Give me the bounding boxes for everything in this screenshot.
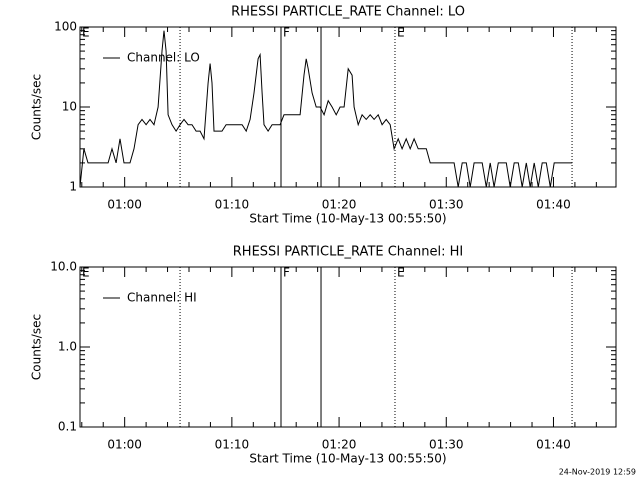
marker-label: E <box>397 26 405 40</box>
x-tick-label: 01:10 <box>215 198 250 212</box>
legend-label: Channel: LO <box>127 51 200 65</box>
x-tick-label: 01:40 <box>536 198 571 212</box>
y-tick-label: 1.0 <box>58 340 77 354</box>
x-tick-label: 01:20 <box>322 198 357 212</box>
x-axis-label: Start Time (10-May-13 00:55:50) <box>249 212 446 226</box>
marker-label: F <box>283 26 290 40</box>
y-tick-label: 0.1 <box>58 420 77 434</box>
x-tick-label: 01:00 <box>107 198 142 212</box>
y-tick-label: 10.0 <box>50 260 77 274</box>
marker-label: E <box>82 266 90 280</box>
chart-title: RHESSI PARTICLE_RATE Channel: HI <box>233 245 463 260</box>
y-tick-label: 100 <box>54 20 77 34</box>
y-tick-label: 10 <box>62 100 77 114</box>
x-tick-label: 01:10 <box>215 438 250 452</box>
x-tick-label: 01:40 <box>536 438 571 452</box>
marker-label: E <box>397 266 405 280</box>
x-tick-label: 01:30 <box>429 438 464 452</box>
x-tick-label: 01:20 <box>322 438 357 452</box>
y-tick-label: 1 <box>69 180 77 194</box>
timestamp: 24-Nov-2019 12:59 <box>559 468 636 477</box>
y-axis-label: Counts/sec <box>30 314 44 380</box>
chart-title: RHESSI PARTICLE_RATE Channel: LO <box>231 5 465 20</box>
legend-label: Channel: HI <box>127 291 197 305</box>
marker-label: E <box>82 26 90 40</box>
x-tick-label: 01:30 <box>429 198 464 212</box>
y-axis-label: Counts/sec <box>30 74 44 140</box>
marker-label: F <box>283 266 290 280</box>
x-tick-label: 01:00 <box>107 438 142 452</box>
data-line <box>79 30 573 188</box>
x-axis-label: Start Time (10-May-13 00:55:50) <box>249 452 446 466</box>
